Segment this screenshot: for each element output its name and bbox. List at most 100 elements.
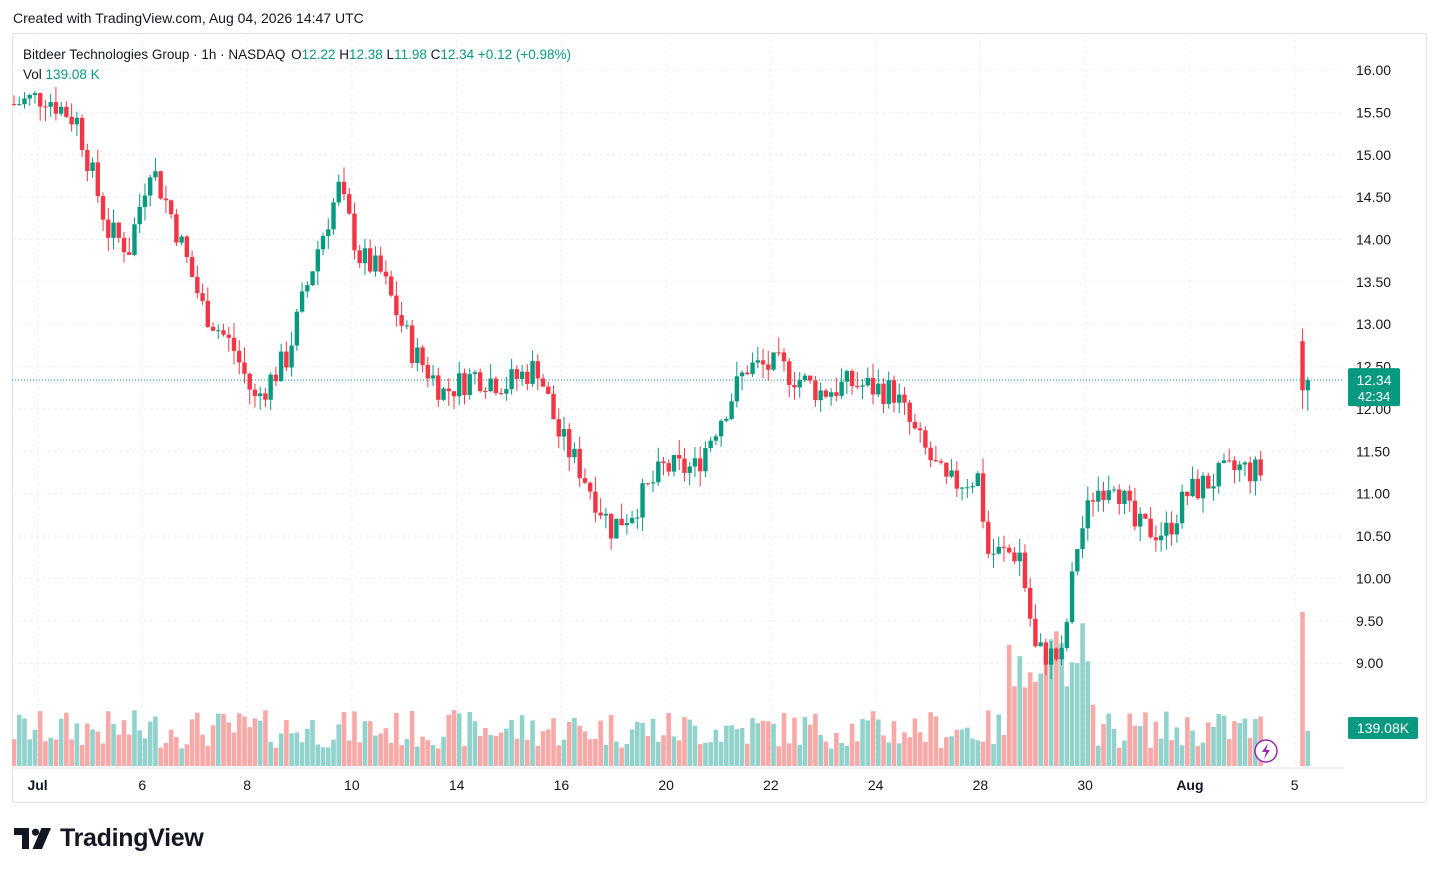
candle [917, 422, 923, 443]
candle [1127, 485, 1132, 512]
candle-body [771, 352, 776, 370]
candle [959, 486, 965, 501]
candle-body [750, 362, 755, 375]
candle-body [1148, 518, 1153, 538]
volume-bar [561, 739, 567, 766]
volume-bar [802, 717, 808, 766]
candle-body [1012, 552, 1017, 562]
volume-bar [1038, 673, 1043, 766]
candle-body [944, 462, 949, 477]
volume-bar [896, 743, 902, 766]
candle-body [462, 373, 467, 396]
y-tick-label: 14.00 [1356, 232, 1391, 248]
candle-body [278, 351, 284, 382]
candle [729, 393, 734, 421]
candle-body [1106, 490, 1111, 500]
candle [593, 476, 598, 523]
candle [603, 507, 609, 529]
volume-bar [629, 729, 635, 766]
volume-bar [58, 718, 64, 766]
candle [409, 320, 415, 369]
candle-body [1232, 460, 1237, 471]
candle-body [608, 513, 614, 539]
candle [818, 382, 823, 412]
volume-bar [954, 729, 960, 766]
candle [210, 322, 216, 332]
candle-body [1043, 642, 1049, 665]
candle-body [341, 181, 347, 195]
volume-bar [305, 728, 310, 766]
candle-body [938, 461, 944, 463]
candle-body [247, 373, 252, 390]
candle [200, 283, 205, 305]
candle-body [388, 276, 394, 296]
candle-body [567, 429, 572, 458]
candle-body [226, 334, 231, 338]
candle-body [106, 219, 111, 238]
candle [326, 218, 331, 249]
candle-body [598, 512, 603, 516]
volume-bar [645, 735, 651, 766]
candle [1038, 633, 1043, 647]
candle [1185, 491, 1190, 506]
y-tick-label: 11.00 [1356, 486, 1390, 502]
candle [64, 101, 69, 119]
candle-body [577, 448, 582, 479]
candle-body [886, 380, 891, 405]
volume-bar [378, 733, 383, 766]
candle-body [834, 392, 839, 396]
candle [252, 383, 258, 408]
candle-body [362, 248, 368, 264]
volume-bar [153, 716, 158, 766]
volume-bar [383, 728, 389, 766]
candle [457, 361, 462, 405]
candle [226, 327, 231, 352]
candle-body [179, 236, 184, 243]
volume-bar [325, 747, 331, 766]
candle-body [284, 351, 289, 368]
candle-body [1054, 648, 1059, 660]
candle [1200, 472, 1206, 513]
volume-bar [949, 736, 954, 766]
price-chart[interactable]: 9.009.5010.0010.5011.0011.5012.0012.5013… [12, 33, 1427, 803]
tradingview-logo[interactable]: TradingView [14, 824, 204, 853]
open-label: O [291, 47, 302, 62]
candle [975, 471, 980, 487]
volume-bar [509, 720, 514, 766]
volume-bar [792, 717, 797, 766]
candle [614, 518, 619, 539]
candle [467, 368, 472, 400]
candle [1137, 507, 1143, 542]
candle [383, 260, 389, 285]
candle-body [1216, 463, 1221, 487]
candle-body [331, 202, 336, 230]
volume-bar [1148, 747, 1153, 766]
candle [95, 149, 101, 204]
candle-body [975, 473, 980, 487]
candle [242, 347, 247, 384]
candle-body [1200, 475, 1206, 499]
candle-body [640, 483, 645, 518]
candle-body [849, 370, 855, 386]
candle-body [870, 377, 876, 395]
candle-body [1211, 486, 1216, 489]
volume-bar [875, 719, 881, 766]
volume-bar [341, 712, 347, 766]
volume-bar [944, 737, 949, 766]
volume-bar [1064, 686, 1070, 766]
candle [1122, 490, 1127, 515]
volume-bar [975, 740, 981, 766]
candle-body [1190, 478, 1195, 497]
candle-body [493, 378, 499, 394]
volume-bar [236, 713, 242, 766]
candle [1007, 544, 1012, 554]
candle-body [923, 430, 928, 448]
volume-bar [456, 713, 462, 766]
y-tick-label: 13.50 [1356, 274, 1391, 290]
candle [986, 510, 991, 558]
volume-bar [1075, 663, 1080, 766]
candle [697, 446, 703, 487]
candle-body [865, 377, 870, 386]
volume-bar [315, 744, 321, 766]
candle [1012, 547, 1017, 565]
